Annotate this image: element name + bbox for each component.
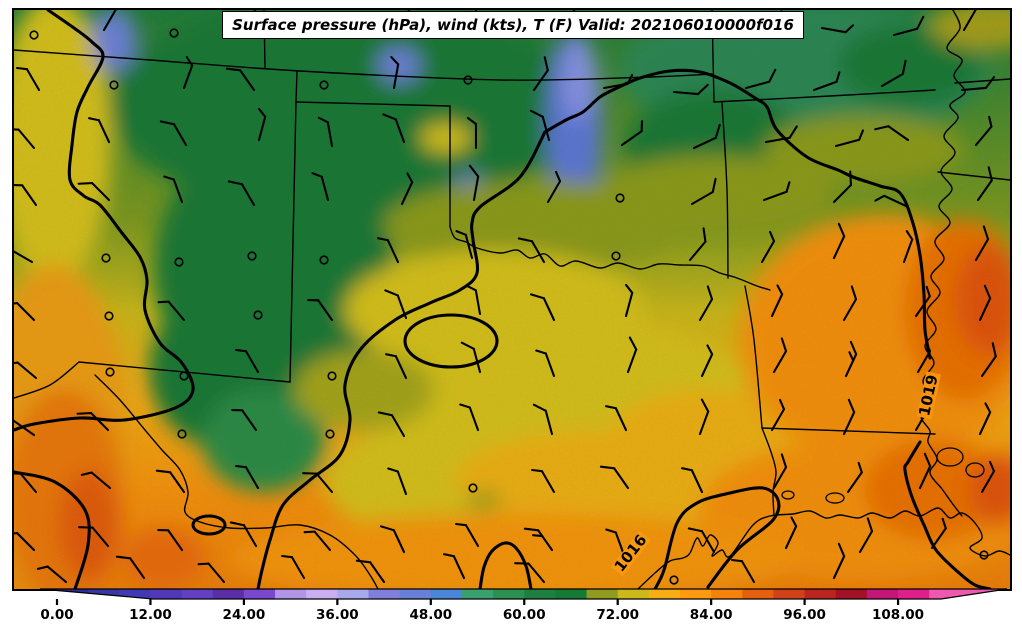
field-noise-texture (14, 10, 1010, 589)
colorbar-tick-label: 108.00 (872, 607, 924, 623)
colorbar-ticks (55, 599, 900, 605)
map-title-box: Surface pressure (hPa), wind (kts), T (F… (222, 11, 804, 39)
lakes (781, 447, 985, 504)
map-frame (12, 8, 1012, 591)
colorbar-tick-label: 36.00 (316, 607, 359, 623)
colorbar-tick-label: 84.00 (690, 607, 733, 623)
colorbar-tick-label: 60.00 (503, 607, 546, 623)
map-canvas (14, 10, 1010, 589)
colorbar-tick-label: 12.00 (129, 607, 172, 623)
colorbar-tick-label: 72.00 (596, 607, 639, 623)
pressure-contours (14, 10, 992, 589)
wind-barbs (14, 10, 997, 585)
map-title: Surface pressure (hPa), wind (kts), T (F… (232, 16, 794, 34)
colorbar-tick-label: 96.00 (783, 607, 826, 623)
colorbar-tick-label: 48.00 (409, 607, 452, 623)
colorbar-tick-label: 0.00 (40, 607, 73, 623)
colorbar-tick-labels: 0.00 12.00 24.00 36.00 48.00 60.00 72.00 84.00 9… (40, 607, 924, 623)
colorbar-tick-label: 24.00 (223, 607, 266, 623)
